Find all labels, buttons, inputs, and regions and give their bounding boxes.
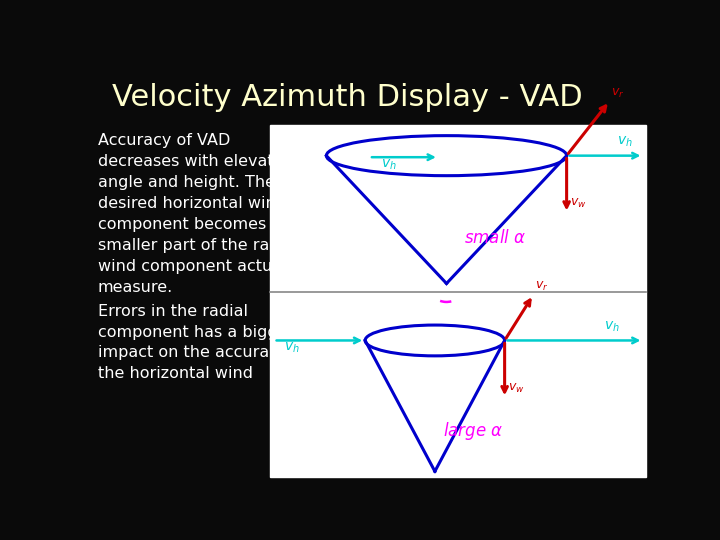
Text: $v_h$: $v_h$ <box>284 341 300 355</box>
Text: $v_w$: $v_w$ <box>570 197 586 210</box>
Text: small $\alpha$: small $\alpha$ <box>464 230 526 247</box>
Text: $v_h$: $v_h$ <box>617 135 633 149</box>
Text: $v_w$: $v_w$ <box>508 381 524 395</box>
Text: $v_r$: $v_r$ <box>611 86 624 99</box>
Text: large $\alpha$: large $\alpha$ <box>443 420 503 442</box>
Text: $v_h$: $v_h$ <box>604 320 619 334</box>
Text: Velocity Azimuth Display - VAD: Velocity Azimuth Display - VAD <box>112 83 582 112</box>
Text: $v_r$: $v_r$ <box>535 280 549 293</box>
Bar <box>270 292 647 477</box>
Text: $v_h$: $v_h$ <box>380 158 396 172</box>
Text: Errors in the radial
component has a bigger
impact on the accuracy of
the horizo: Errors in the radial component has a big… <box>98 303 307 381</box>
Bar <box>270 125 647 292</box>
Text: Accuracy of VAD
decreases with elevation
angle and height. The
desired horizonta: Accuracy of VAD decreases with elevation… <box>98 132 300 294</box>
